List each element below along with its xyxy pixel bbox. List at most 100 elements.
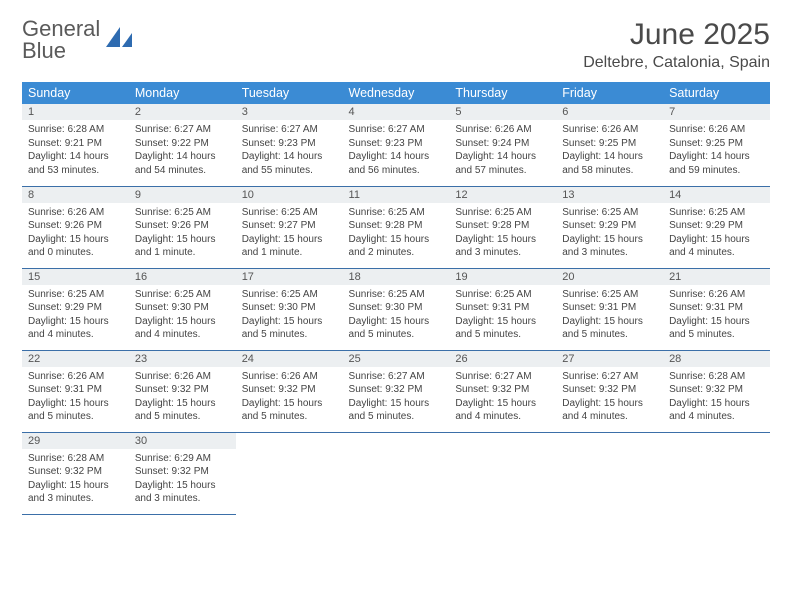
day-details: Sunrise: 6:25 AMSunset: 9:28 PMDaylight:… xyxy=(449,203,556,266)
day-details: Sunrise: 6:25 AMSunset: 9:30 PMDaylight:… xyxy=(129,285,236,348)
calendar-day-cell: 15Sunrise: 6:25 AMSunset: 9:29 PMDayligh… xyxy=(22,268,129,350)
calendar-day-cell: 6Sunrise: 6:26 AMSunset: 9:25 PMDaylight… xyxy=(556,104,663,186)
day-number: 14 xyxy=(663,187,770,203)
day-details: Sunrise: 6:27 AMSunset: 9:23 PMDaylight:… xyxy=(343,120,450,183)
day-number: 3 xyxy=(236,104,343,120)
day-details: Sunrise: 6:27 AMSunset: 9:23 PMDaylight:… xyxy=(236,120,343,183)
day-details: Sunrise: 6:27 AMSunset: 9:32 PMDaylight:… xyxy=(449,367,556,430)
day-details: Sunrise: 6:25 AMSunset: 9:27 PMDaylight:… xyxy=(236,203,343,266)
calendar-day-cell xyxy=(236,432,343,514)
calendar-day-cell: 5Sunrise: 6:26 AMSunset: 9:24 PMDaylight… xyxy=(449,104,556,186)
calendar-day-cell: 3Sunrise: 6:27 AMSunset: 9:23 PMDaylight… xyxy=(236,104,343,186)
calendar-week-row: 29Sunrise: 6:28 AMSunset: 9:32 PMDayligh… xyxy=(22,432,770,514)
weekday-header: Tuesday xyxy=(236,82,343,104)
day-details: Sunrise: 6:25 AMSunset: 9:30 PMDaylight:… xyxy=(236,285,343,348)
day-number: 23 xyxy=(129,351,236,367)
day-details: Sunrise: 6:26 AMSunset: 9:25 PMDaylight:… xyxy=(663,120,770,183)
brand-word2: Blue xyxy=(22,40,100,62)
calendar-day-cell: 8Sunrise: 6:26 AMSunset: 9:26 PMDaylight… xyxy=(22,186,129,268)
day-number: 25 xyxy=(343,351,450,367)
calendar-day-cell: 27Sunrise: 6:27 AMSunset: 9:32 PMDayligh… xyxy=(556,350,663,432)
day-number: 19 xyxy=(449,269,556,285)
day-details: Sunrise: 6:25 AMSunset: 9:30 PMDaylight:… xyxy=(343,285,450,348)
day-details: Sunrise: 6:27 AMSunset: 9:32 PMDaylight:… xyxy=(343,367,450,430)
day-details: Sunrise: 6:25 AMSunset: 9:28 PMDaylight:… xyxy=(343,203,450,266)
calendar-day-cell: 18Sunrise: 6:25 AMSunset: 9:30 PMDayligh… xyxy=(343,268,450,350)
brand-logo: General Blue xyxy=(22,18,134,62)
day-number: 7 xyxy=(663,104,770,120)
day-number: 16 xyxy=(129,269,236,285)
day-details: Sunrise: 6:26 AMSunset: 9:26 PMDaylight:… xyxy=(22,203,129,266)
calendar-day-cell: 2Sunrise: 6:27 AMSunset: 9:22 PMDaylight… xyxy=(129,104,236,186)
calendar-day-cell: 21Sunrise: 6:26 AMSunset: 9:31 PMDayligh… xyxy=(663,268,770,350)
calendar-week-row: 15Sunrise: 6:25 AMSunset: 9:29 PMDayligh… xyxy=(22,268,770,350)
day-number: 5 xyxy=(449,104,556,120)
day-details: Sunrise: 6:27 AMSunset: 9:32 PMDaylight:… xyxy=(556,367,663,430)
day-number: 10 xyxy=(236,187,343,203)
day-number: 13 xyxy=(556,187,663,203)
calendar-table: Sunday Monday Tuesday Wednesday Thursday… xyxy=(22,82,770,515)
calendar-day-cell: 23Sunrise: 6:26 AMSunset: 9:32 PMDayligh… xyxy=(129,350,236,432)
calendar-day-cell xyxy=(449,432,556,514)
month-title: June 2025 xyxy=(583,18,770,52)
day-details: Sunrise: 6:25 AMSunset: 9:26 PMDaylight:… xyxy=(129,203,236,266)
calendar-day-cell: 10Sunrise: 6:25 AMSunset: 9:27 PMDayligh… xyxy=(236,186,343,268)
calendar-day-cell: 19Sunrise: 6:25 AMSunset: 9:31 PMDayligh… xyxy=(449,268,556,350)
day-number: 20 xyxy=(556,269,663,285)
sail-icon xyxy=(104,25,134,56)
day-details: Sunrise: 6:28 AMSunset: 9:32 PMDaylight:… xyxy=(663,367,770,430)
brand-word1: General xyxy=(22,18,100,40)
weekday-header: Wednesday xyxy=(343,82,450,104)
weekday-header: Sunday xyxy=(22,82,129,104)
day-details: Sunrise: 6:26 AMSunset: 9:32 PMDaylight:… xyxy=(129,367,236,430)
day-details: Sunrise: 6:29 AMSunset: 9:32 PMDaylight:… xyxy=(129,449,236,512)
calendar-day-cell: 7Sunrise: 6:26 AMSunset: 9:25 PMDaylight… xyxy=(663,104,770,186)
day-details: Sunrise: 6:25 AMSunset: 9:29 PMDaylight:… xyxy=(22,285,129,348)
day-number: 4 xyxy=(343,104,450,120)
day-number: 8 xyxy=(22,187,129,203)
location: Deltebre, Catalonia, Spain xyxy=(583,54,770,72)
calendar-day-cell: 22Sunrise: 6:26 AMSunset: 9:31 PMDayligh… xyxy=(22,350,129,432)
day-details: Sunrise: 6:26 AMSunset: 9:32 PMDaylight:… xyxy=(236,367,343,430)
day-details: Sunrise: 6:26 AMSunset: 9:25 PMDaylight:… xyxy=(556,120,663,183)
calendar-week-row: 22Sunrise: 6:26 AMSunset: 9:31 PMDayligh… xyxy=(22,350,770,432)
day-number: 17 xyxy=(236,269,343,285)
calendar-week-row: 8Sunrise: 6:26 AMSunset: 9:26 PMDaylight… xyxy=(22,186,770,268)
day-number: 22 xyxy=(22,351,129,367)
day-details: Sunrise: 6:28 AMSunset: 9:32 PMDaylight:… xyxy=(22,449,129,512)
day-number: 6 xyxy=(556,104,663,120)
header: General Blue June 2025 Deltebre, Catalon… xyxy=(22,18,770,72)
weekday-header: Thursday xyxy=(449,82,556,104)
day-number: 18 xyxy=(343,269,450,285)
day-number: 30 xyxy=(129,433,236,449)
calendar-day-cell: 17Sunrise: 6:25 AMSunset: 9:30 PMDayligh… xyxy=(236,268,343,350)
day-number: 9 xyxy=(129,187,236,203)
day-details: Sunrise: 6:25 AMSunset: 9:29 PMDaylight:… xyxy=(556,203,663,266)
day-details: Sunrise: 6:25 AMSunset: 9:31 PMDaylight:… xyxy=(449,285,556,348)
day-number: 15 xyxy=(22,269,129,285)
calendar-day-cell: 9Sunrise: 6:25 AMSunset: 9:26 PMDaylight… xyxy=(129,186,236,268)
calendar-week-row: 1Sunrise: 6:28 AMSunset: 9:21 PMDaylight… xyxy=(22,104,770,186)
day-details: Sunrise: 6:25 AMSunset: 9:31 PMDaylight:… xyxy=(556,285,663,348)
calendar-day-cell: 13Sunrise: 6:25 AMSunset: 9:29 PMDayligh… xyxy=(556,186,663,268)
calendar-day-cell: 26Sunrise: 6:27 AMSunset: 9:32 PMDayligh… xyxy=(449,350,556,432)
day-number: 12 xyxy=(449,187,556,203)
day-number: 2 xyxy=(129,104,236,120)
calendar-day-cell: 25Sunrise: 6:27 AMSunset: 9:32 PMDayligh… xyxy=(343,350,450,432)
calendar-day-cell: 28Sunrise: 6:28 AMSunset: 9:32 PMDayligh… xyxy=(663,350,770,432)
calendar-day-cell xyxy=(663,432,770,514)
day-details: Sunrise: 6:28 AMSunset: 9:21 PMDaylight:… xyxy=(22,120,129,183)
calendar-day-cell: 11Sunrise: 6:25 AMSunset: 9:28 PMDayligh… xyxy=(343,186,450,268)
calendar-day-cell: 29Sunrise: 6:28 AMSunset: 9:32 PMDayligh… xyxy=(22,432,129,514)
day-number: 21 xyxy=(663,269,770,285)
calendar-day-cell xyxy=(556,432,663,514)
weekday-header-row: Sunday Monday Tuesday Wednesday Thursday… xyxy=(22,82,770,104)
day-number: 11 xyxy=(343,187,450,203)
weekday-header: Saturday xyxy=(663,82,770,104)
day-number: 26 xyxy=(449,351,556,367)
calendar-day-cell: 16Sunrise: 6:25 AMSunset: 9:30 PMDayligh… xyxy=(129,268,236,350)
day-details: Sunrise: 6:26 AMSunset: 9:31 PMDaylight:… xyxy=(22,367,129,430)
day-number: 28 xyxy=(663,351,770,367)
calendar-day-cell: 14Sunrise: 6:25 AMSunset: 9:29 PMDayligh… xyxy=(663,186,770,268)
day-details: Sunrise: 6:26 AMSunset: 9:31 PMDaylight:… xyxy=(663,285,770,348)
